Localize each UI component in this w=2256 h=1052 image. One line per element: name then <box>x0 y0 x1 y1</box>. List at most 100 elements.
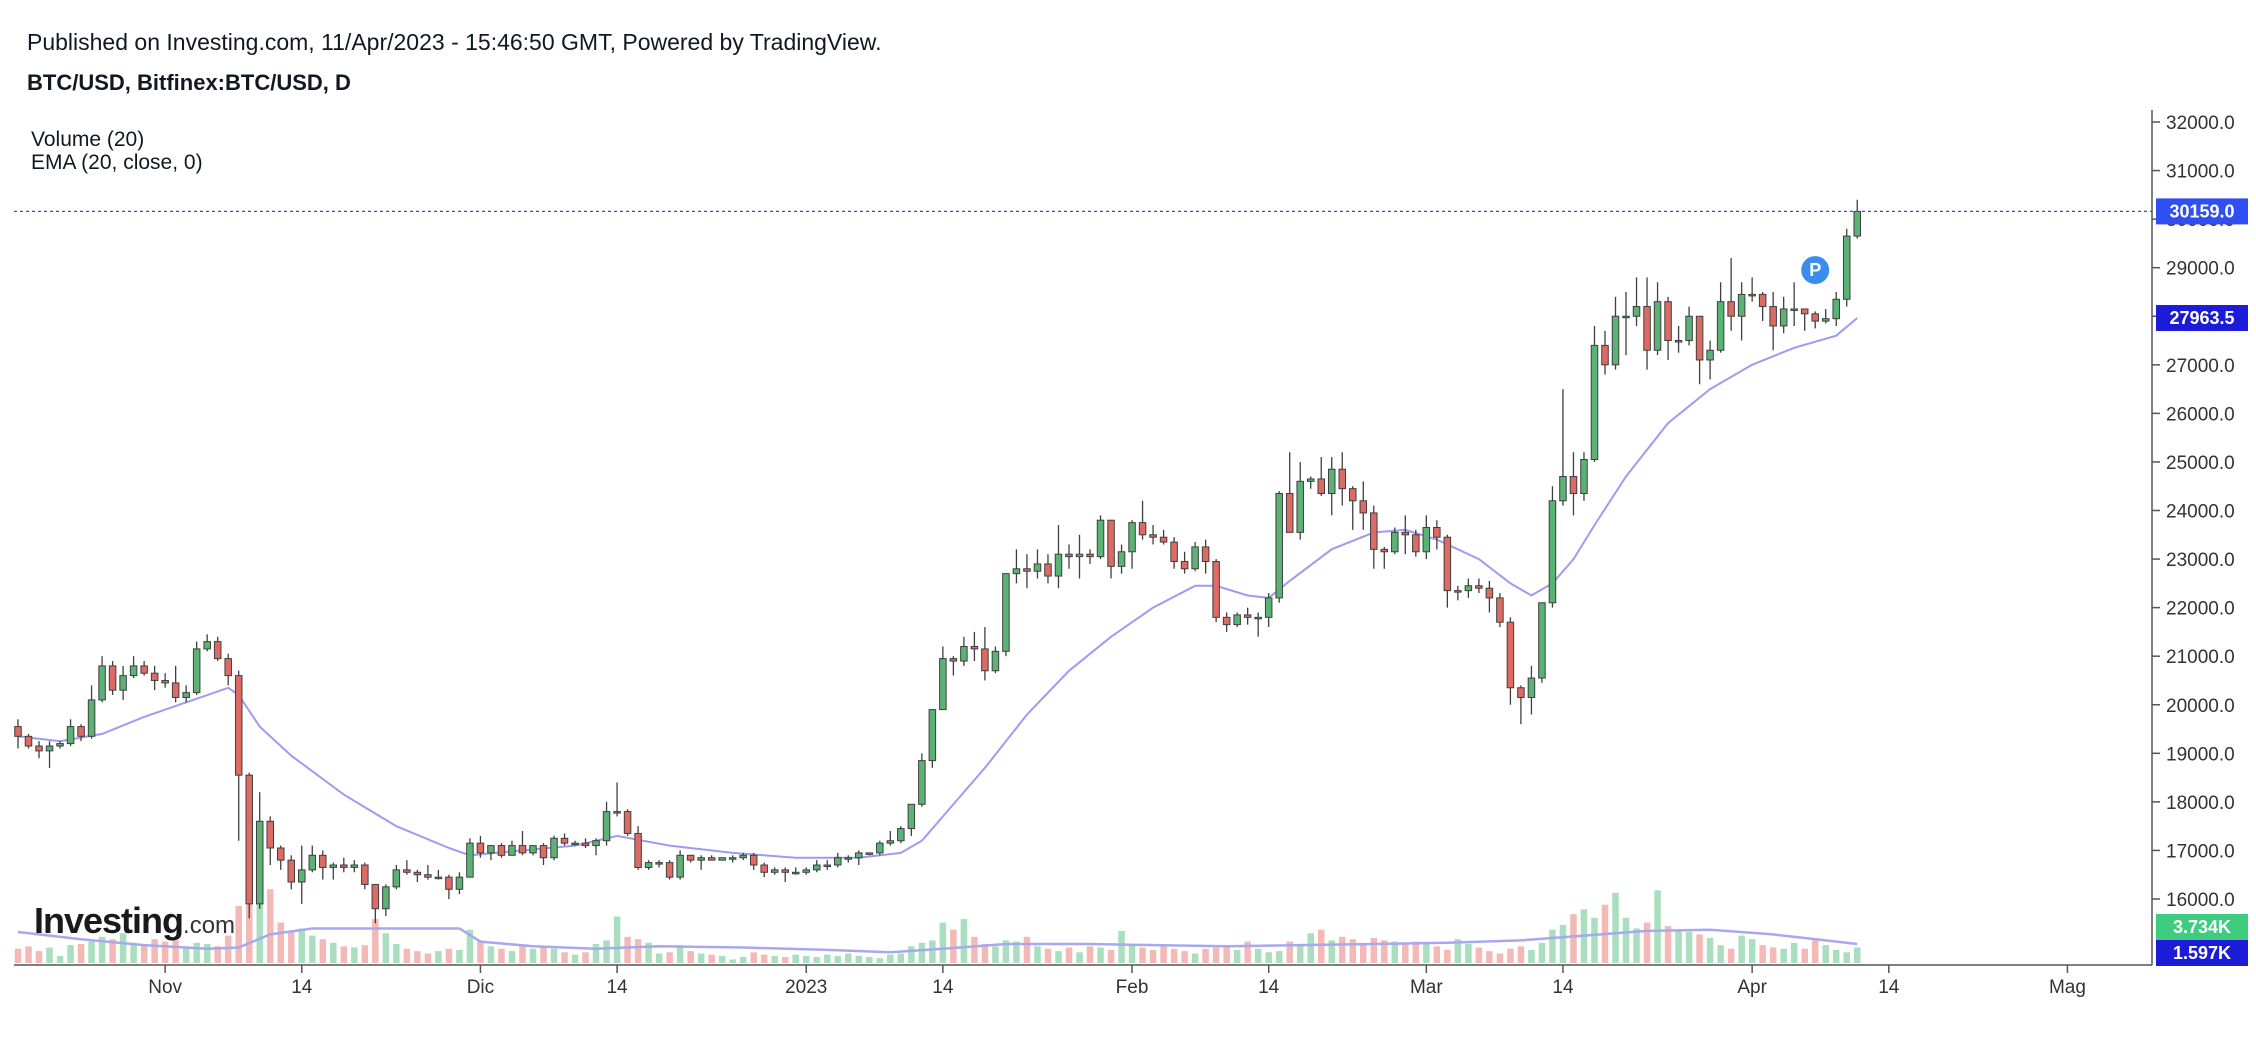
candle-body <box>1842 235 1851 300</box>
volume-bar <box>372 918 379 963</box>
candle <box>939 646 947 711</box>
volume-bar <box>67 945 74 963</box>
volume-bar <box>1465 943 1472 963</box>
candle <box>1433 520 1441 550</box>
volume-bar <box>1675 930 1682 963</box>
volume-bar <box>1086 946 1094 963</box>
candle <box>1842 228 1851 307</box>
candle <box>518 831 527 856</box>
volume-bar <box>718 955 726 963</box>
candle-body <box>1138 522 1147 536</box>
candle-body <box>844 857 853 860</box>
candle <box>119 665 127 700</box>
candle-body <box>224 658 232 677</box>
candle <box>1632 277 1641 326</box>
volume-bar <box>1076 952 1083 963</box>
candle-body <box>802 869 811 873</box>
candle-body <box>739 854 747 859</box>
volume-ma-value-tag-text: 1.597K <box>2173 943 2231 963</box>
volume-bar <box>1307 933 1314 963</box>
last-price-tag-bg <box>2156 198 2248 225</box>
candle <box>613 782 621 817</box>
legend-volume[interactable]: Volume (20) <box>31 128 145 151</box>
candle-body <box>182 692 190 698</box>
volume-bar <box>56 955 64 963</box>
candle-body <box>77 726 85 737</box>
volume-bar <box>939 922 947 963</box>
volume-bar <box>1423 942 1430 963</box>
candle-body <box>287 859 296 883</box>
logo-suffix: .com <box>183 912 236 939</box>
volume-bar <box>1790 942 1798 963</box>
x-tick-label: 14 <box>606 977 628 998</box>
volume-bar <box>613 916 621 963</box>
candle-body <box>981 648 989 672</box>
volume-bar <box>172 940 179 963</box>
candle-body <box>655 862 663 865</box>
ema-value-tag: 27963.5 <box>2156 305 2248 332</box>
candle-body <box>255 820 264 905</box>
candles-layer <box>14 199 1861 924</box>
candle-body <box>1779 308 1788 327</box>
candle-body <box>581 842 590 847</box>
candle-body <box>1517 687 1525 698</box>
candle <box>1170 537 1178 569</box>
candle <box>382 884 390 916</box>
candle-body <box>1622 315 1630 319</box>
volume-bar <box>1780 948 1787 963</box>
volume-bar <box>1212 947 1220 963</box>
candle <box>1475 578 1483 594</box>
volume-bar <box>1296 945 1304 963</box>
candle <box>1023 554 1031 589</box>
volume-bar <box>1654 890 1661 963</box>
candle <box>1790 282 1798 326</box>
volume-value-tag-text: 3.734K <box>2173 917 2231 937</box>
candle <box>1685 306 1693 346</box>
candle <box>424 865 432 880</box>
volume-bar <box>1570 914 1577 963</box>
candle-body <box>1548 500 1557 604</box>
event-marker-circle[interactable] <box>1801 256 1830 285</box>
candle <box>634 826 642 870</box>
volume-bar <box>1338 936 1346 963</box>
volume-bar <box>1811 940 1819 963</box>
volume-bar <box>330 942 337 963</box>
candle-body <box>1821 318 1830 322</box>
candle-body <box>1117 551 1126 567</box>
candle-body <box>445 876 453 890</box>
candle <box>834 852 842 868</box>
candle <box>1527 665 1536 715</box>
candle <box>192 641 201 696</box>
candle-body <box>24 735 33 747</box>
x-tick-label: 14 <box>1258 977 1280 998</box>
candle-body <box>1096 519 1105 558</box>
candle-body <box>960 645 968 662</box>
candle-body <box>361 864 369 885</box>
candle-body <box>1695 315 1704 361</box>
candle-body <box>276 847 285 861</box>
x-tick-label: Feb <box>1116 977 1149 998</box>
volume-bar <box>750 952 757 963</box>
candle <box>760 862 768 878</box>
candle <box>1201 539 1210 574</box>
volume-bar <box>119 933 127 963</box>
candle <box>676 850 684 880</box>
candle <box>1664 296 1672 360</box>
ema-layer <box>17 317 1858 859</box>
candle <box>1706 340 1714 380</box>
candle <box>371 883 380 924</box>
candle-body <box>571 842 579 846</box>
volume-bar <box>1118 930 1125 963</box>
candle-body <box>298 869 306 883</box>
candle-body <box>1685 315 1693 342</box>
candle-body <box>108 665 117 691</box>
volume-bar <box>266 889 274 963</box>
legend-ema[interactable]: EMA (20, close, 0) <box>31 151 203 174</box>
candle <box>1233 612 1241 628</box>
candle-body <box>1737 293 1746 317</box>
candle-body <box>1401 531 1410 536</box>
candle <box>1065 544 1073 569</box>
y-tick-label: 16000.0 <box>2166 890 2235 911</box>
candle <box>150 665 159 691</box>
